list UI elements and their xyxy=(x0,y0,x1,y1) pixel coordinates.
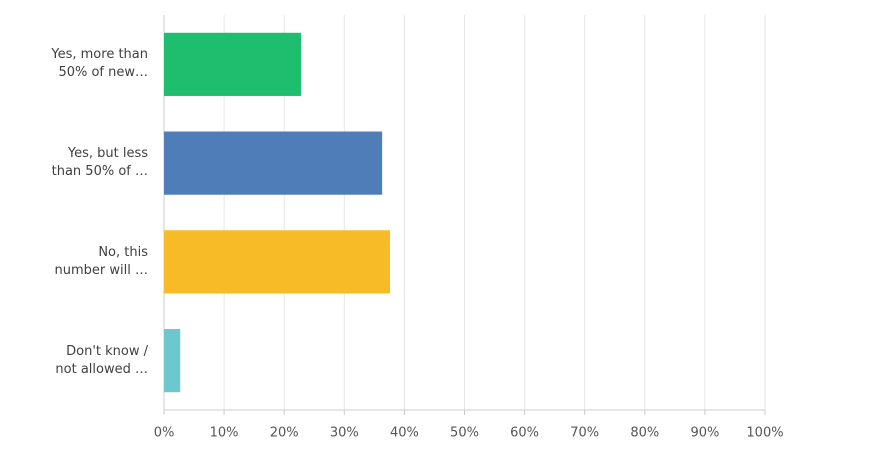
bar xyxy=(164,131,383,195)
bar xyxy=(164,32,302,96)
y-tick-label: Don't know / not allowed … xyxy=(55,343,148,377)
y-tick-label: No, this number will … xyxy=(54,244,148,278)
x-tick-label: 10% xyxy=(210,426,239,441)
y-tick-label: Yes, but less than 50% of … xyxy=(51,146,148,180)
x-tick-label: 80% xyxy=(630,426,659,441)
x-tick-label: 70% xyxy=(570,426,599,441)
x-tick-label: 50% xyxy=(450,426,479,441)
x-tick-label: 90% xyxy=(690,426,719,441)
x-tick-label: 60% xyxy=(510,426,539,441)
x-tick-label: 100% xyxy=(746,426,783,441)
x-tick-label: 20% xyxy=(270,426,299,441)
x-tick-label: 0% xyxy=(154,426,175,441)
y-tick-label: Yes, more than 50% of new… xyxy=(51,47,148,81)
x-tick-label: 30% xyxy=(330,426,359,441)
x-tick-label: 40% xyxy=(390,426,419,441)
bar xyxy=(164,329,181,393)
bar xyxy=(164,230,390,294)
